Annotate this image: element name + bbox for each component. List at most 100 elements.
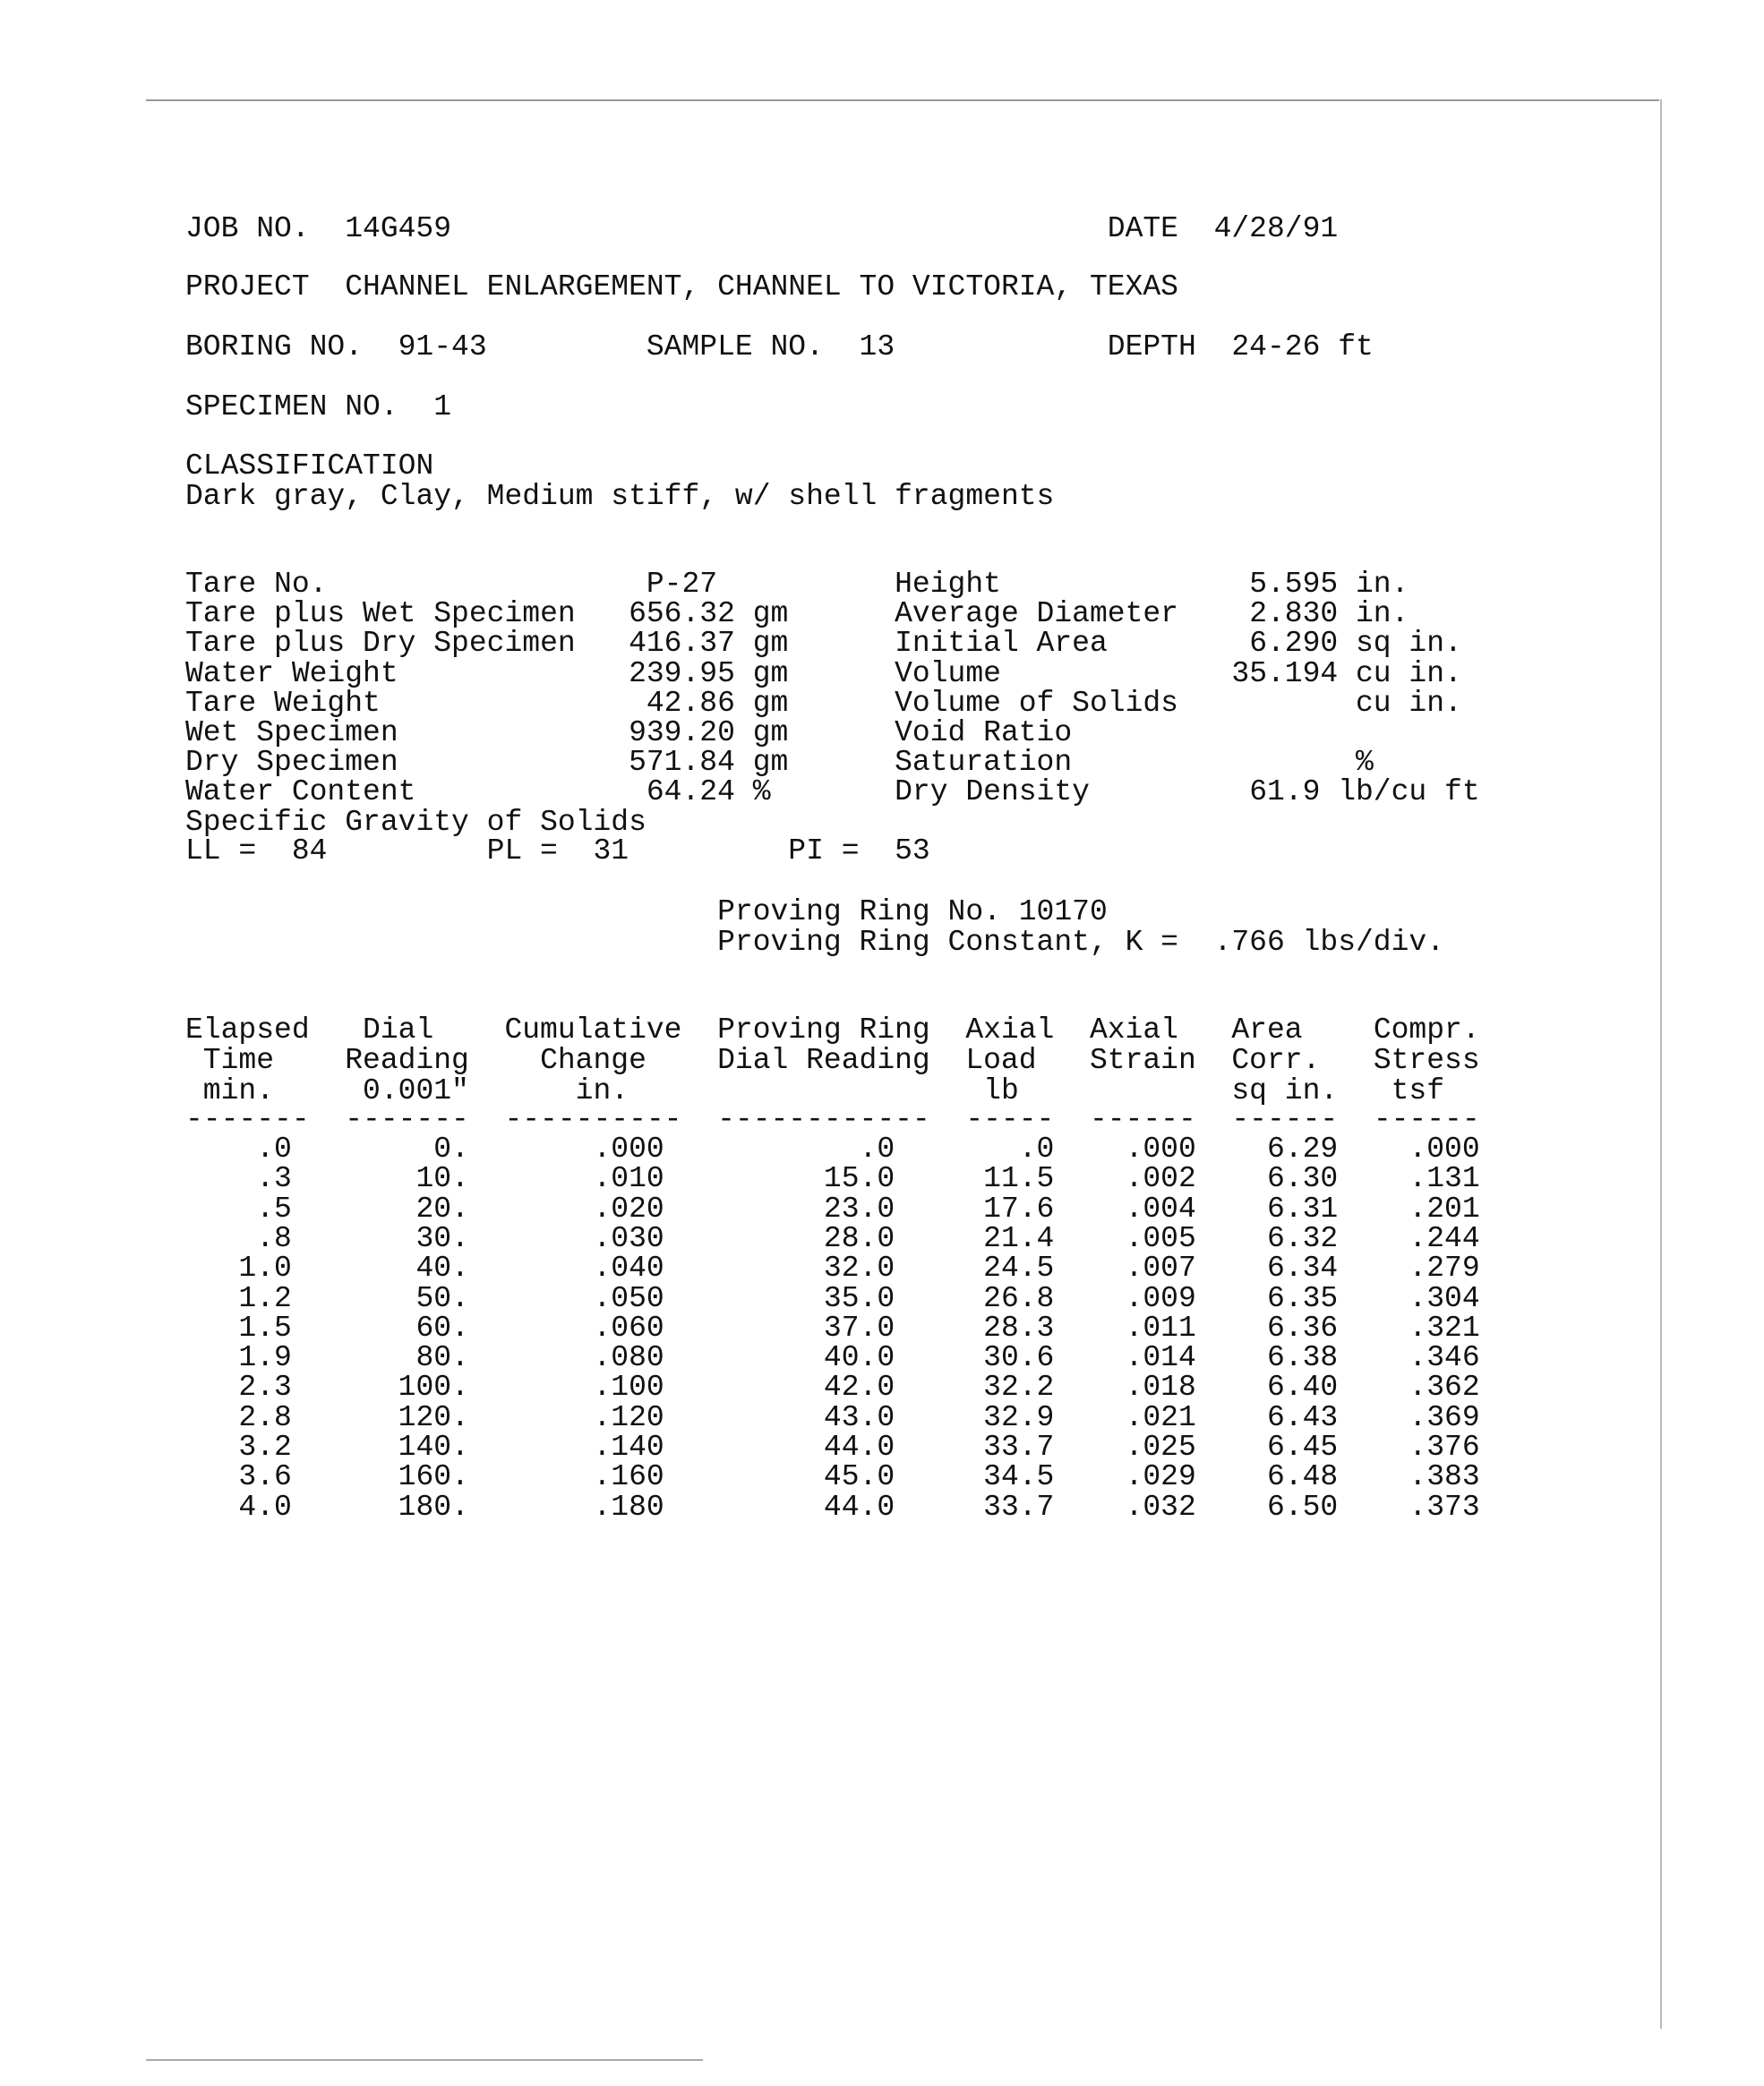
table-cell: 120. [398, 1400, 469, 1434]
column-divider: ------- [345, 1103, 469, 1136]
boring-label: BORING NO. [185, 330, 364, 363]
table-cell: 37.0 [823, 1311, 895, 1345]
table-cell: .018 [1125, 1371, 1196, 1405]
table-cell: .029 [1125, 1460, 1196, 1494]
table-cell: .050 [593, 1281, 664, 1315]
table-cell: 6.35 [1267, 1281, 1339, 1315]
depth-value: 24-26 ft [1231, 330, 1374, 363]
bottom-border-line [146, 2059, 703, 2061]
property-label: Water Weight [185, 656, 398, 690]
property-unit: cu in. [1356, 656, 1462, 690]
property-row: Water Weight 239.95 gm Volume 35.194 cu in. [185, 656, 1618, 690]
property-value: 2.830 [1249, 597, 1339, 631]
property-unit: gm [752, 627, 789, 661]
table-cell: 6.38 [1267, 1341, 1339, 1375]
column-header: lb [983, 1074, 1019, 1107]
table-cell: 6.43 [1267, 1400, 1339, 1434]
table-row: 2.3 100. .100 42.0 32.2 .018 6.40 .362 [185, 1372, 1618, 1403]
property-unit: gm [752, 746, 789, 780]
table-cell: .021 [1125, 1400, 1196, 1434]
property-label: Void Ratio [895, 716, 1073, 749]
property-label: Tare Weight [185, 686, 381, 720]
specimen-no: 1 [433, 390, 452, 423]
table-cell: 80. [415, 1341, 469, 1375]
table-cell: .120 [593, 1400, 664, 1434]
table-cell: 50. [415, 1281, 469, 1315]
column-divider: ------------ [717, 1103, 930, 1136]
property-value: 35.194 [1231, 656, 1339, 690]
table-cell: 34.5 [983, 1460, 1055, 1494]
table-cell: 6.31 [1267, 1192, 1339, 1226]
table-cell: .5 [256, 1192, 292, 1226]
column-header: Reading [345, 1044, 469, 1077]
table-row: 3.6 160. .160 45.0 34.5 .029 6.48 .383 [185, 1462, 1618, 1492]
table-cell: 28.3 [983, 1311, 1055, 1345]
table-cell: .020 [593, 1192, 664, 1226]
table-cell: 100. [398, 1371, 469, 1405]
column-header: Proving Ring [717, 1013, 930, 1047]
table-cell: .000 [593, 1133, 664, 1166]
table-row: .5 20. .020 23.0 17.6 .004 6.31 .201 [185, 1192, 1618, 1226]
table-cell: .373 [1409, 1490, 1480, 1524]
property-label: Dry Density [895, 775, 1090, 809]
table-cell: 40.0 [823, 1341, 895, 1375]
depth-label: DEPTH [1107, 330, 1196, 363]
sample-label: SAMPLE NO. [646, 330, 824, 363]
property-label: Height [895, 568, 1001, 601]
table-cell: .376 [1409, 1431, 1480, 1464]
table-cell: .002 [1125, 1162, 1196, 1196]
table-cell: .010 [593, 1162, 664, 1196]
table-cell: .0 [256, 1133, 292, 1166]
classification-label: CLASSIFICATION [185, 449, 434, 483]
table-cell: 1.2 [238, 1281, 292, 1315]
proving-ring-constant-line: Proving Ring Constant, K = .766 lbs/div. [185, 928, 1618, 958]
table-row: 1.9 80. .080 40.0 30.6 .014 6.38 .346 [185, 1343, 1618, 1373]
property-row: Wet Specimen 939.20 gm Void Ratio [185, 718, 1618, 748]
property-unit: cu in. [1356, 686, 1462, 720]
column-header: Dial Reading [717, 1044, 930, 1077]
sample-no: 13 [859, 330, 895, 363]
column-header: Time [202, 1044, 275, 1077]
table-cell: 180. [398, 1490, 469, 1524]
property-row: Tare Weight 42.86 gm Volume of Solids cu in. [185, 688, 1618, 719]
property-label: Tare plus Wet Specimen [185, 597, 576, 631]
table-cell: 3.6 [238, 1460, 292, 1494]
property-label: Tare plus Dry Specimen [185, 627, 576, 661]
column-header: Load [965, 1044, 1037, 1077]
column-header: Dial [363, 1013, 434, 1047]
table-cell: 17.6 [983, 1192, 1055, 1226]
property-row: Tare plus Wet Specimen 656.32 gm Average Di… [185, 599, 1618, 629]
column-header: Change [540, 1044, 647, 1077]
table-cell: 6.36 [1267, 1311, 1339, 1345]
property-label: Initial Area [895, 627, 1108, 661]
table-cell: .005 [1125, 1221, 1196, 1255]
property-row: Tare plus Dry Specimen 416.37 gm Initial Ar… [185, 628, 1618, 659]
table-cell: 30. [415, 1221, 469, 1255]
table-cell: .080 [593, 1341, 664, 1375]
column-header: Cumulative [504, 1013, 682, 1047]
property-row: Dry Specimen 571.84 gm Saturation% [185, 748, 1618, 778]
project-line: PROJECT CHANNEL ENLARGEMENT, CHANNEL TO … [185, 272, 1618, 303]
column-header: Elapsed [185, 1013, 310, 1047]
property-value: 416.37 [629, 627, 735, 661]
limits-line: LL = 84 PL = 31 PI = 53 [185, 836, 1618, 867]
table-cell: 44.0 [823, 1431, 895, 1464]
table-row: 1.0 40. .040 32.0 24.5 .007 6.34 .279 [185, 1253, 1618, 1284]
table-row: 3.2 140. .140 44.0 33.7 .025 6.45 .376 [185, 1432, 1618, 1463]
column-header: tsf [1391, 1074, 1445, 1107]
proving-ring-constant-value: .766 lbs/div. [1213, 926, 1445, 959]
property-value: 42.86 [646, 686, 735, 720]
pl-value: 31 [593, 834, 629, 868]
table-header-row: min. 0.001" in. lb sq in. tsf [185, 1076, 1618, 1107]
proving-ring-constant-label: Proving Ring Constant, K = [717, 926, 1178, 959]
table-header-row: Time Reading Change Dial Reading Load Strain C… [185, 1046, 1618, 1076]
property-value: 5.595 [1249, 568, 1339, 601]
property-value: P-27 [646, 568, 718, 601]
table-cell: .383 [1409, 1460, 1480, 1494]
table-cell: 28.0 [823, 1221, 895, 1255]
table-cell: .244 [1409, 1221, 1480, 1255]
table-cell: 6.40 [1267, 1371, 1339, 1405]
table-cell: .362 [1409, 1371, 1480, 1405]
property-unit: gm [752, 686, 789, 720]
property-value: 571.84 [629, 746, 735, 780]
